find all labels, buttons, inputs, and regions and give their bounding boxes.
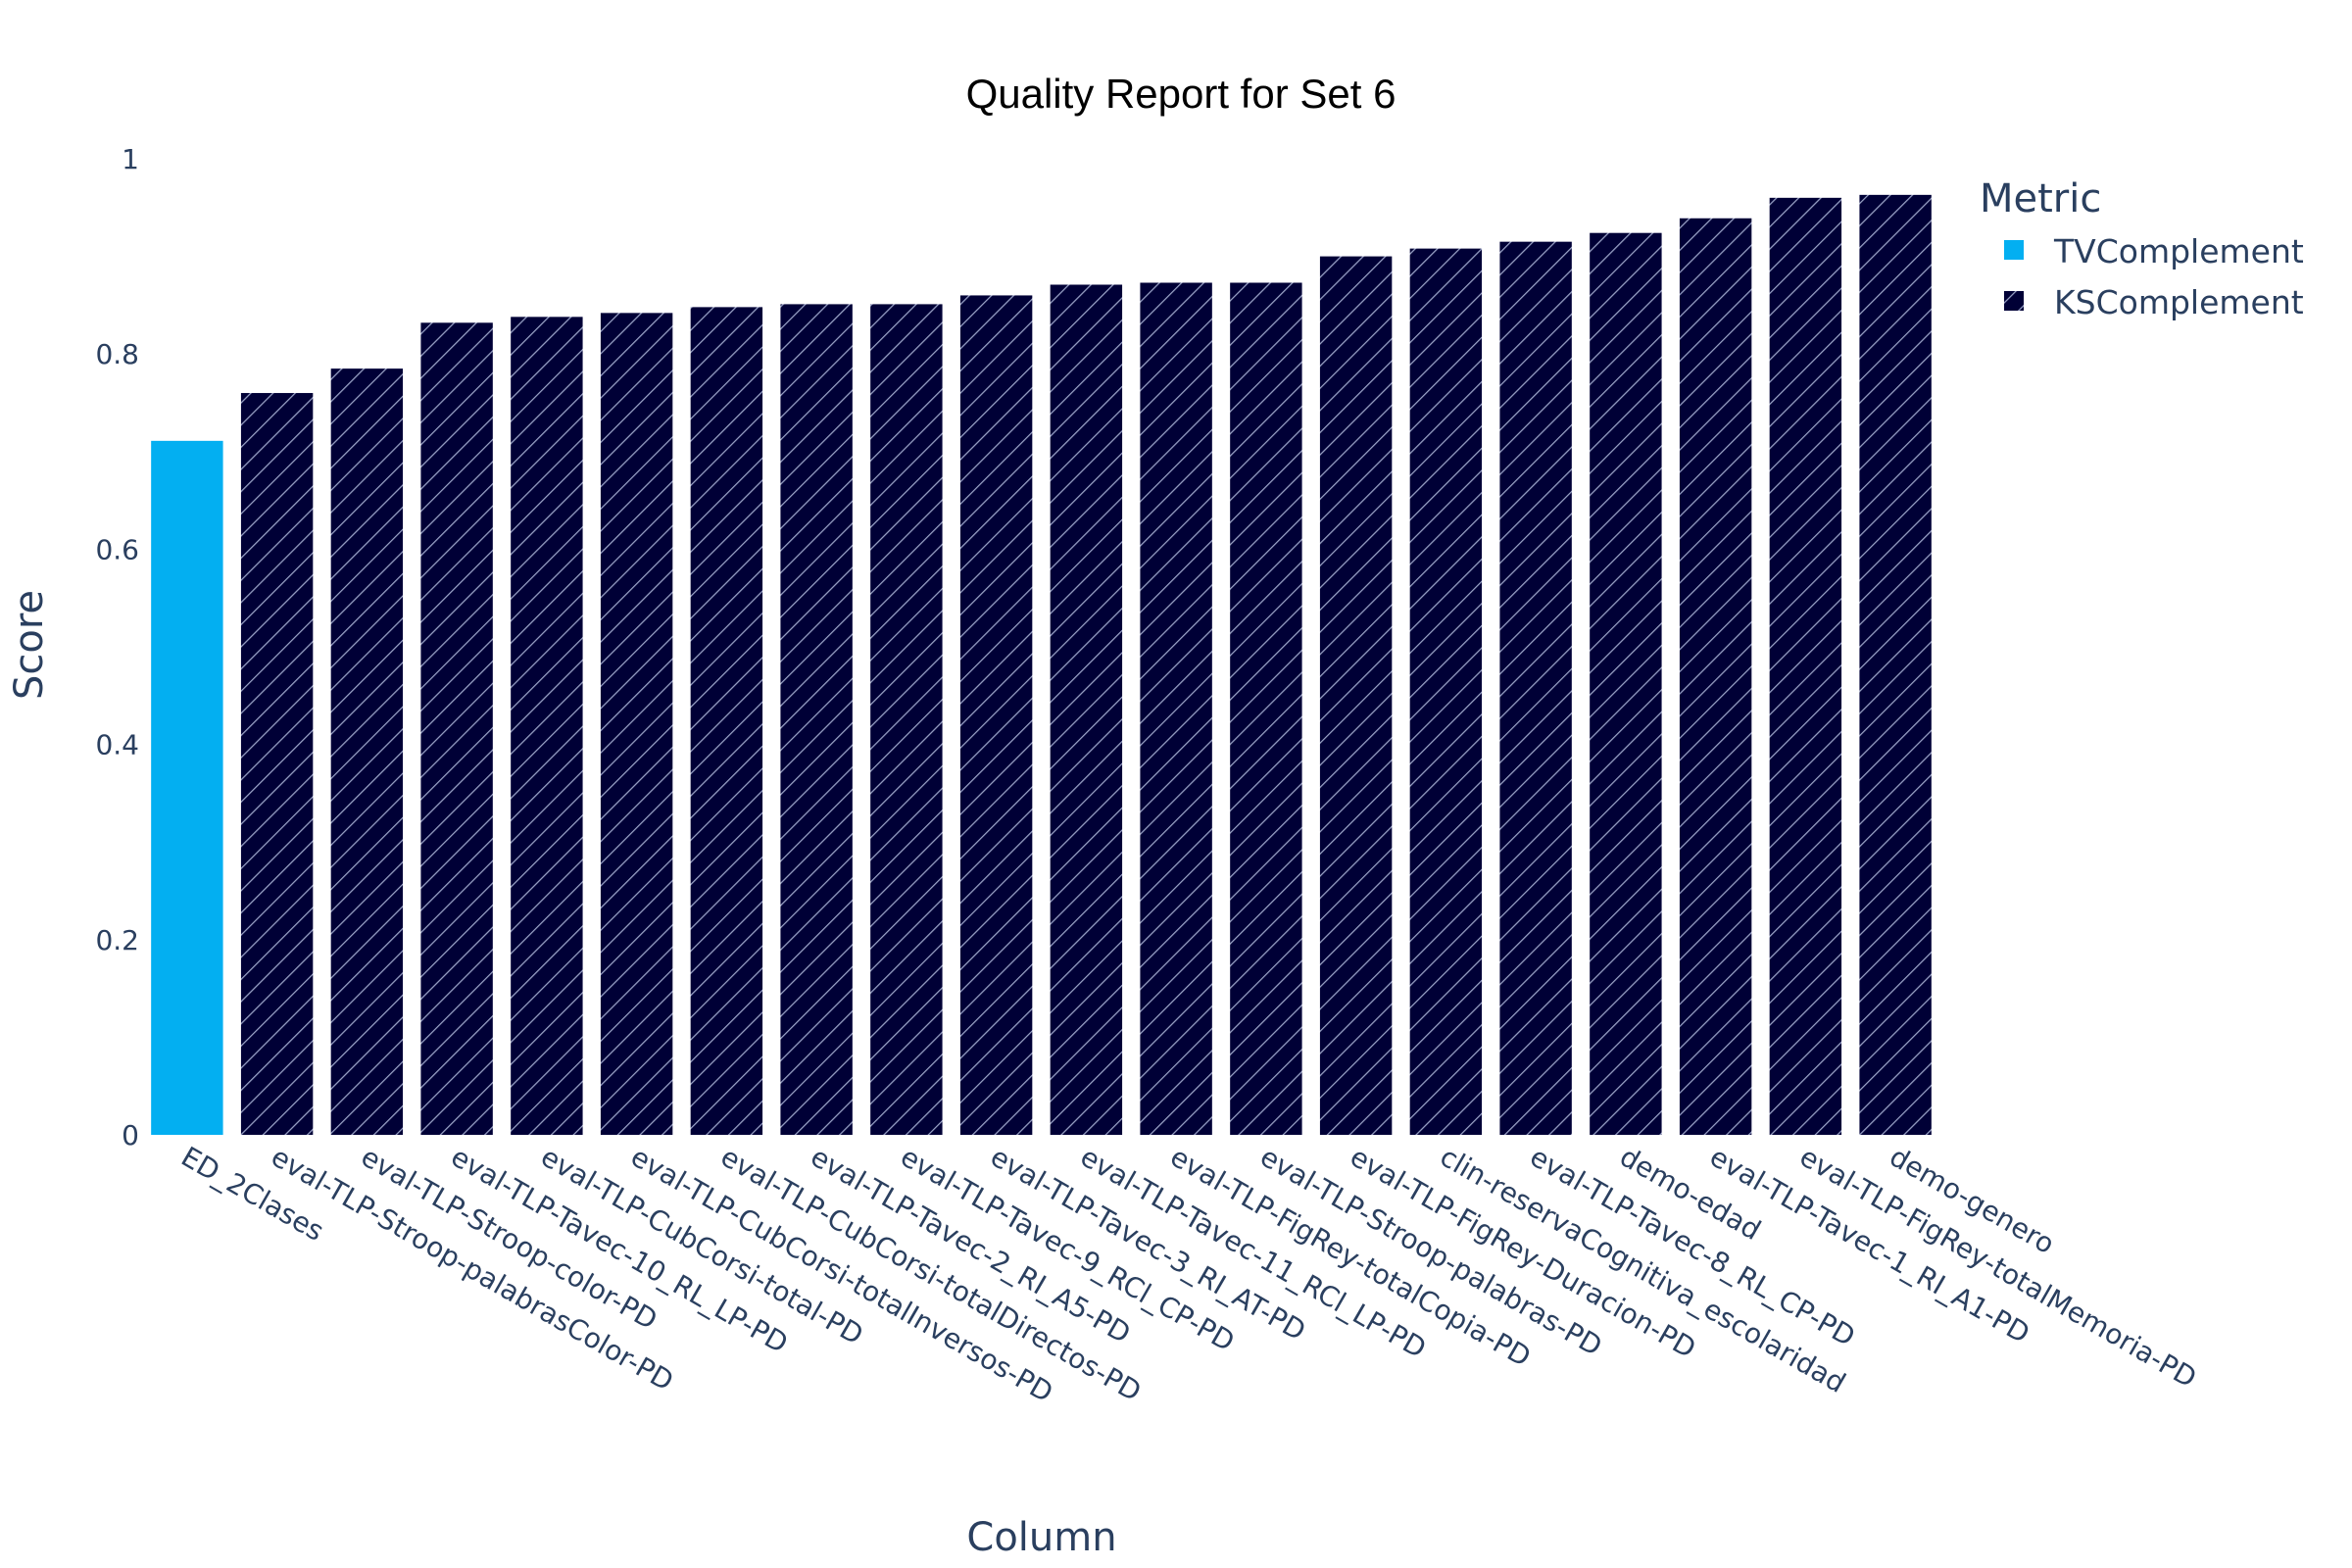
bar-kscomplement-eval-tlp-figrey-totalmemoria-pd[interactable] bbox=[1769, 197, 1842, 1136]
legend-item-kscomplement[interactable]: KSComplement bbox=[2004, 283, 2304, 321]
x-axis: ED_2Claseseval-TLP-Stroop-palabrasColor-… bbox=[175, 1140, 2202, 1408]
bar-kscomplement-clin-reservacognitiva-escolaridad[interactable] bbox=[1409, 248, 1483, 1135]
bar-kscomplement-eval-tlp-tavec-8-rl-cp-pd[interactable] bbox=[1499, 241, 1572, 1135]
bar-kscomplement-eval-tlp-tavec-2-ri-a5-pd[interactable] bbox=[780, 304, 853, 1135]
bar-kscomplement-eval-tlp-tavec-9-rcl-cp-pd[interactable] bbox=[870, 304, 943, 1135]
bar-kscomplement-eval-tlp-stroop-palabras-pd[interactable] bbox=[1230, 282, 1302, 1135]
bar-kscomplement-eval-tlp-tavec-11-rcl-lp-pd[interactable] bbox=[1050, 284, 1123, 1135]
bar-kscomplement-eval-tlp-figrey-totalcopia-pd[interactable] bbox=[1140, 282, 1212, 1135]
legend-title: Metric bbox=[1980, 176, 2101, 221]
y-tick-label: 0.2 bbox=[95, 924, 139, 956]
bar-kscomplement-eval-tlp-cubcorsi-total-pd[interactable] bbox=[511, 317, 583, 1135]
bar-kscomplement-eval-tlp-stroop-palabrascolor-pd[interactable] bbox=[240, 393, 314, 1135]
chart-title: Quality Report for Set 6 bbox=[966, 71, 1396, 117]
bar-kscomplement-demo-edad[interactable] bbox=[1590, 232, 1662, 1136]
legend: Metric TVComplement KSComplement bbox=[1980, 176, 2304, 321]
y-tick-label: 0.8 bbox=[95, 338, 139, 370]
bar-kscomplement-eval-tlp-figrey-duracion-pd[interactable] bbox=[1319, 256, 1393, 1136]
bar-kscomplement-eval-tlp-tavec-3-ri-at-pd[interactable] bbox=[959, 295, 1033, 1135]
y-axis: 0 0.2 0.4 0.6 0.8 1 bbox=[95, 143, 139, 1152]
bar-kscomplement-eval-tlp-tavec-1-ri-a1-pd[interactable] bbox=[1679, 218, 1752, 1136]
bar-kscomplement-eval-tlp-tavec-10-rl-lp-pd[interactable] bbox=[420, 322, 493, 1135]
y-tick-label: 1 bbox=[122, 143, 139, 175]
bar-kscomplement-eval-tlp-cubcorsi-totaldirectos-pd[interactable] bbox=[690, 307, 763, 1136]
y-tick-label: 0.4 bbox=[95, 729, 139, 761]
plot-area bbox=[151, 194, 1932, 1136]
x-tick-label: eval-TLP-FigRey-totalMemoria-PD bbox=[1794, 1140, 2202, 1394]
bar-tvcomplement-ed-2clases[interactable] bbox=[151, 440, 223, 1135]
y-tick-label: 0.6 bbox=[95, 533, 139, 565]
bar-kscomplement-eval-tlp-stroop-color-pd[interactable] bbox=[330, 368, 404, 1135]
legend-swatch-tvcomplement bbox=[2004, 240, 2024, 260]
x-axis-title: Column bbox=[966, 1515, 1116, 1560]
y-axis-title: Score bbox=[7, 590, 52, 700]
bar-kscomplement-eval-tlp-cubcorsi-totalinversos-pd[interactable] bbox=[600, 313, 673, 1135]
legend-label-kscomplement: KSComplement bbox=[2054, 283, 2304, 321]
y-tick-label: 0 bbox=[122, 1119, 139, 1152]
legend-swatch-kscomplement bbox=[2004, 291, 2024, 311]
legend-label-tvcomplement: TVComplement bbox=[2053, 232, 2304, 270]
bar-kscomplement-demo-genero[interactable] bbox=[1859, 194, 1932, 1136]
legend-item-tvcomplement[interactable]: TVComplement bbox=[2004, 232, 2304, 270]
